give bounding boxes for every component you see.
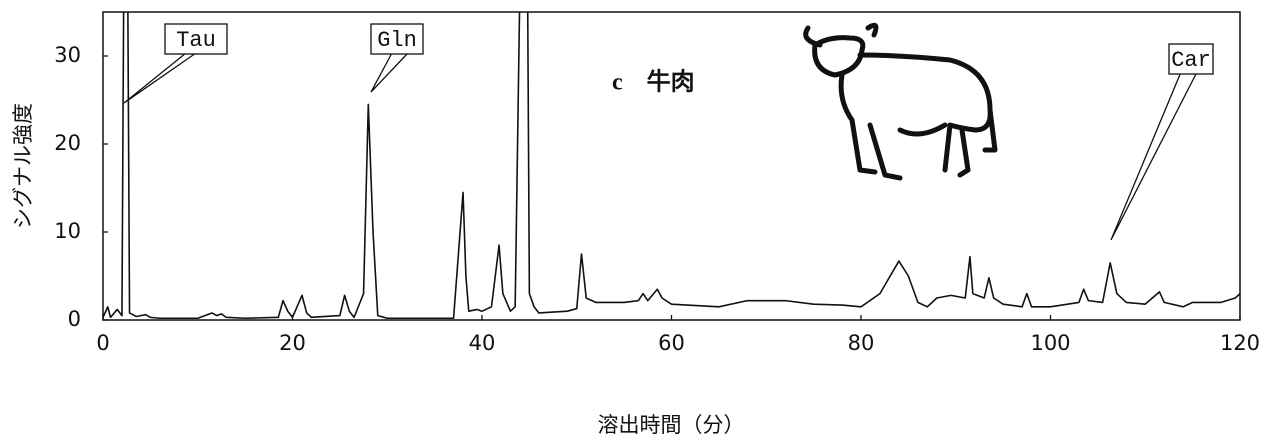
x-tick-label: 40 [469,331,496,355]
y-tick-label: 30 [54,43,81,67]
plot-frame [103,12,1240,320]
plot-area [103,0,1240,318]
chart-title: c 牛肉 [612,69,695,96]
annotation: Tau [176,28,216,53]
x-axis-label: 溶出時間（分） [598,413,745,437]
y-tick-label: 20 [54,131,81,155]
x-tick-label: 100 [1030,331,1070,355]
x-tick-label: 20 [279,331,306,355]
annotation: Car [1171,48,1211,73]
x-tick-label: 0 [96,331,109,355]
x-tick-label: 80 [848,331,875,355]
x-tick-label: 120 [1220,331,1260,355]
car-pointer [1111,72,1197,240]
chart: Tau Gln Car c 牛肉 シグナル強度 溶出時間（分） 0 20 40 60 8… [0,0,1279,444]
x-tick-label: 60 [658,331,685,355]
y-tick-label: 0 [68,307,81,331]
tau-pointer [124,53,196,103]
gln-pointer [371,53,408,92]
cow-illustration [806,25,995,178]
y-axis-label: シグナル強度 [11,103,35,229]
annotation: Gln [377,28,417,53]
y-tick-label: 10 [54,219,81,243]
callouts [124,24,1213,240]
signal-line [103,0,1240,318]
